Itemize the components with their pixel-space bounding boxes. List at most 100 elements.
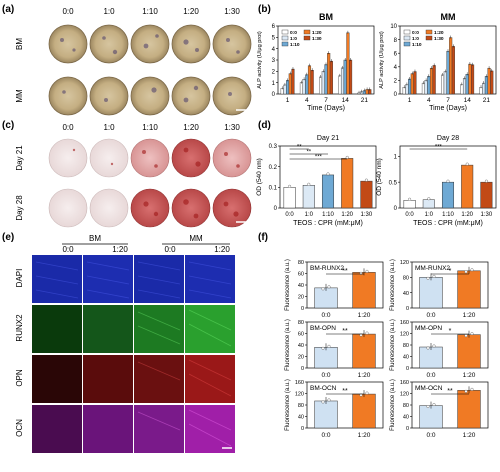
legend-label: 1:10 (290, 42, 300, 48)
y-tick-label: 60 (298, 272, 304, 278)
y-tick-label: 0 (301, 426, 304, 432)
dapi-image (134, 255, 184, 303)
e-row-label: OCN (15, 419, 24, 437)
x-tick-label: 4 (427, 97, 431, 104)
dapi-image (32, 255, 82, 303)
bar (487, 67, 491, 95)
dapi-image (185, 255, 235, 303)
panel-inner-label: MM-OPN (415, 325, 442, 332)
x-tick-label: 0:0 (321, 372, 330, 379)
y-tick-label: 120 (400, 332, 409, 338)
y-tick-label: 40 (298, 343, 304, 349)
y-tick-label: 5 (272, 36, 276, 42)
well-image (212, 138, 252, 178)
opn-image (32, 355, 82, 403)
bar (421, 82, 425, 95)
c-wells (48, 138, 252, 228)
well-image (48, 76, 88, 116)
bar (462, 78, 467, 95)
bar (324, 64, 328, 95)
bar (419, 277, 443, 309)
bar (484, 76, 488, 95)
significance-label: ** (342, 328, 348, 335)
y-tick-label: 40 (403, 415, 409, 421)
x-tick-label: 0:0 (321, 432, 330, 439)
x-axis-label: TEOS : CPR (mM:μM) (413, 220, 483, 227)
bar (338, 75, 342, 95)
legend-swatch (425, 29, 433, 35)
c-col-label: 1:30 (224, 123, 240, 132)
x-tick-label: 1:0 (305, 212, 314, 218)
bar (352, 393, 376, 429)
bar (314, 287, 338, 309)
ocn-image (185, 405, 235, 453)
x-tick-label: 0:0 (426, 372, 435, 379)
e-col-label: 1:20 (214, 245, 230, 254)
ocn-image (32, 405, 82, 453)
x-tick-label: 1:10 (442, 212, 454, 218)
well-image (212, 24, 252, 64)
c-col-label: 0:0 (62, 123, 74, 132)
bar (286, 80, 290, 95)
data-point (426, 276, 430, 280)
ocn-image (134, 405, 184, 453)
y-tick-label: 20 (298, 355, 304, 361)
legend-swatch (403, 41, 411, 47)
y-tick-label: 0.2 (269, 165, 278, 171)
significance-label: * (449, 328, 452, 335)
data-point (327, 344, 331, 348)
x-tick-label: 14 (342, 97, 350, 104)
y-tick-label: 6 (272, 24, 276, 30)
data-point (326, 172, 330, 176)
x-tick-label: 1:20 (463, 312, 476, 319)
bar (441, 181, 455, 209)
y-tick-label: 0 (394, 92, 398, 98)
panel-b-label: (b) (258, 4, 271, 15)
y-tick-label: 20 (298, 295, 304, 301)
x-tick-label: 1:30 (361, 212, 373, 218)
y-axis-label: OD (540 nm) (256, 158, 263, 196)
y-tick-label: 80 (298, 260, 304, 266)
y-axis-label: Fluorescence (a.u.) (285, 259, 291, 311)
y-tick-label: 120 (400, 392, 409, 398)
x-tick-label: 1:20 (358, 372, 371, 379)
data-point (365, 331, 369, 335)
x-tick-label: 0:0 (285, 212, 294, 218)
y-tick-label: 4 (394, 65, 398, 71)
well-image (130, 188, 170, 228)
bar (307, 65, 312, 95)
x-tick-label: 0:0 (426, 432, 435, 439)
legend-label: 0:0 (412, 30, 419, 36)
bar (461, 164, 474, 209)
bar (302, 185, 315, 209)
well-image (171, 76, 211, 116)
x-tick-label: 1:20 (358, 432, 371, 439)
bar (321, 71, 325, 95)
panel-inner-label: BM-OPN (310, 325, 336, 332)
y-tick-label: 0 (272, 92, 276, 98)
bar (424, 80, 428, 95)
y-tick-label: 0 (406, 366, 409, 372)
x-tick-label: 1:30 (481, 212, 493, 218)
chart-title: MM (441, 12, 456, 22)
e-col-label: 0:0 (62, 245, 74, 254)
panel-c-label: (c) (2, 120, 14, 131)
y-axis-label: Fluorescence (a.u.) (285, 319, 291, 371)
opn-image (83, 355, 133, 403)
data-point (408, 197, 412, 201)
x-tick-label: 1:20 (463, 372, 476, 379)
x-tick-label: 1:20 (461, 212, 473, 218)
panel-inner-label: BM-OCN (310, 385, 337, 392)
bar (422, 199, 435, 209)
well-image (48, 188, 88, 228)
runx2-image (134, 305, 184, 353)
bar (432, 65, 436, 95)
a-col-label: 1:30 (224, 7, 240, 16)
data-point (427, 197, 431, 201)
y-tick-label: 80 (403, 276, 409, 282)
data-point (426, 346, 430, 350)
panel-c: 0:0 1:0 1:10 1:20 1:30 Day 21 Day 28 (15, 123, 252, 228)
panel-a-label: (a) (2, 4, 14, 15)
well-image (212, 76, 252, 116)
y-tick-label: 10 (390, 24, 397, 30)
